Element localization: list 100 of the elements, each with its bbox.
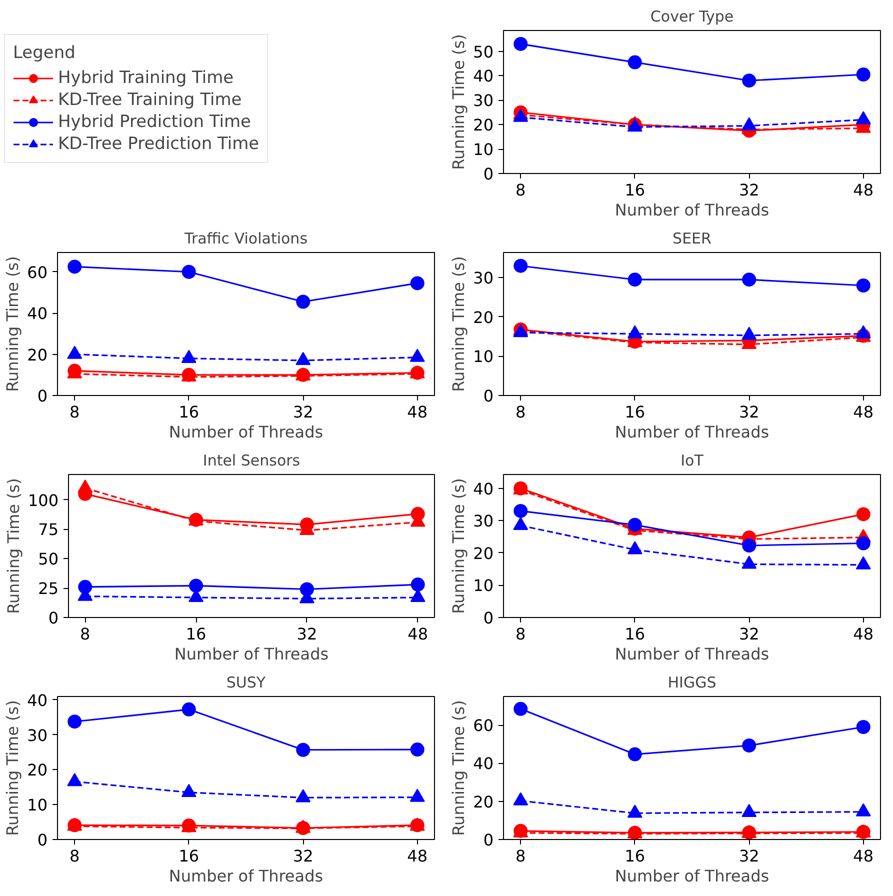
point <box>742 804 757 817</box>
x-tick-label: 48 <box>853 180 874 200</box>
x-tick-label: 8 <box>516 180 526 200</box>
y-tick-label: 10 <box>473 347 494 366</box>
point <box>410 742 424 756</box>
x-tick-label: 8 <box>70 846 80 866</box>
y-tick-label: 10 <box>473 140 494 160</box>
x-tick-label: 32 <box>738 624 760 644</box>
x-tick-label: 16 <box>624 846 646 866</box>
point <box>68 260 82 274</box>
y-tick-label: 0 <box>37 830 48 850</box>
y-axis-title: Running Time (s) <box>3 700 22 836</box>
y-tick-label: 30 <box>27 726 48 745</box>
y-tick-label: 0 <box>37 386 48 406</box>
point <box>182 702 196 716</box>
legend-label: KD-Tree Training Time <box>58 90 242 110</box>
x-tick-label: 16 <box>178 846 200 866</box>
point <box>856 720 870 734</box>
x-tick-label: 16 <box>624 180 646 200</box>
x-axis-title: Number of Threads <box>168 866 324 886</box>
x-axis-title: Number of Threads <box>614 866 770 886</box>
chart-title: Cover Type <box>650 8 734 26</box>
x-tick-label: 16 <box>186 624 206 644</box>
point <box>296 352 311 366</box>
point <box>627 541 642 554</box>
y-axis-title: Running Time (s) <box>449 34 468 170</box>
legend-label: KD-Tree Prediction Time <box>58 134 260 154</box>
x-axis-title: Number of Threads <box>168 422 324 442</box>
x-tick-label: 48 <box>853 624 874 644</box>
x-tick-label: 32 <box>738 180 760 200</box>
point <box>410 348 425 362</box>
x-tick-label: 48 <box>407 846 428 866</box>
point <box>513 792 528 806</box>
point <box>514 504 528 518</box>
y-tick-label: 100 <box>28 490 59 510</box>
chart-title: Intel Sensors <box>202 452 300 470</box>
x-axis-title: Number of Threads <box>614 200 770 220</box>
y-tick-label: 10 <box>27 796 48 815</box>
point <box>410 276 424 290</box>
x-tick-label: 8 <box>516 402 526 422</box>
y-tick-label: 75 <box>38 520 58 540</box>
y-tick-label: 20 <box>473 792 494 812</box>
x-tick-label: 8 <box>516 624 526 644</box>
point <box>628 747 642 762</box>
y-tick-label: 50 <box>38 550 58 569</box>
x-tick-label: 16 <box>178 402 200 422</box>
point <box>67 773 82 786</box>
y-axis-title: Running Time (s) <box>3 256 22 392</box>
y-tick-label: 20 <box>473 116 494 135</box>
point <box>296 294 310 309</box>
y-tick-label: 40 <box>473 66 494 86</box>
point <box>182 264 196 279</box>
y-tick-label: 20 <box>473 308 494 327</box>
point <box>627 804 642 818</box>
point <box>513 516 528 530</box>
y-tick-label: 0 <box>483 164 494 184</box>
legend-title: Legend <box>13 43 76 63</box>
y-tick-label: 30 <box>473 91 494 110</box>
point <box>856 68 870 82</box>
point <box>513 108 528 122</box>
chart-title: HIGGS <box>668 674 716 692</box>
x-tick-label: 48 <box>408 624 428 644</box>
point <box>742 738 756 752</box>
y-tick-label: 40 <box>27 304 48 324</box>
y-tick-label: 40 <box>27 690 48 710</box>
point <box>514 702 528 716</box>
point <box>296 789 311 802</box>
y-tick-label: 50 <box>473 42 494 62</box>
point <box>514 36 528 51</box>
y-tick-label: 60 <box>473 716 494 736</box>
y-tick-label: 0 <box>483 608 494 628</box>
point <box>856 803 871 816</box>
x-tick-label: 32 <box>292 846 314 866</box>
y-tick-label: 60 <box>27 262 48 282</box>
x-tick-label: 48 <box>853 846 874 866</box>
x-tick-label: 48 <box>853 402 874 422</box>
point <box>68 714 82 729</box>
point <box>628 55 642 70</box>
y-tick-label: 0 <box>483 386 494 406</box>
x-tick-label: 32 <box>292 402 314 422</box>
legend-label: Hybrid Training Time <box>58 68 234 88</box>
x-tick-label: 8 <box>516 846 526 866</box>
y-axis-title: Running Time (s) <box>449 478 468 614</box>
x-tick-label: 32 <box>738 402 760 422</box>
point <box>742 556 757 569</box>
point <box>856 111 871 124</box>
chart-title: IoT <box>680 452 704 470</box>
chart-title: Traffic Violations <box>183 230 308 248</box>
point <box>181 784 196 797</box>
point <box>856 556 871 570</box>
point <box>742 74 756 88</box>
x-axis-title: Number of Threads <box>614 422 770 442</box>
y-axis-title: Running Time (s) <box>4 478 23 614</box>
x-tick-label: 48 <box>407 402 428 422</box>
point <box>410 788 425 802</box>
x-tick-label: 32 <box>738 846 760 866</box>
y-axis-title: Running Time (s) <box>449 256 468 392</box>
x-tick-label: 16 <box>624 402 646 422</box>
x-tick-label: 8 <box>80 624 90 644</box>
y-tick-label: 20 <box>473 544 494 563</box>
